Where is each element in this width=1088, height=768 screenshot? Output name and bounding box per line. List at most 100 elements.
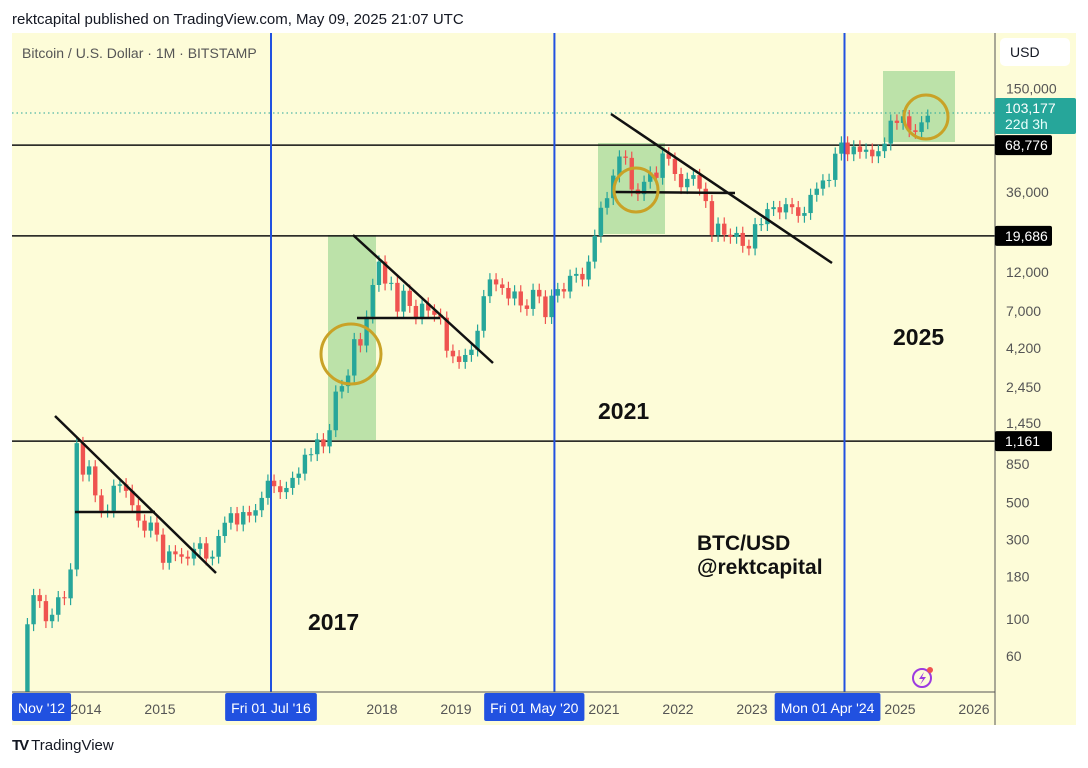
candle[interactable] [814, 182, 819, 202]
candle[interactable] [284, 481, 289, 499]
candle[interactable] [796, 200, 801, 223]
candle[interactable] [863, 143, 869, 159]
candle[interactable] [210, 550, 215, 566]
candle[interactable] [666, 147, 671, 166]
candle[interactable] [820, 174, 826, 196]
candle[interactable] [86, 460, 92, 482]
candle[interactable] [709, 194, 715, 242]
candle[interactable] [493, 273, 499, 292]
candle[interactable] [783, 197, 789, 220]
candle[interactable] [771, 200, 776, 216]
candle[interactable] [179, 548, 184, 564]
candle[interactable] [56, 590, 61, 622]
candle[interactable] [99, 489, 104, 518]
trendline-2022[interactable] [610, 112, 833, 265]
candle[interactable] [401, 284, 406, 319]
candle[interactable] [123, 478, 129, 498]
candle[interactable] [456, 350, 462, 369]
candle[interactable] [321, 433, 326, 454]
candle[interactable] [450, 344, 456, 364]
candle[interactable] [561, 282, 567, 299]
candle[interactable] [876, 144, 881, 164]
candle[interactable] [752, 217, 758, 256]
candle[interactable] [31, 588, 36, 632]
candle[interactable] [376, 255, 382, 292]
candle[interactable] [857, 140, 863, 159]
candle[interactable] [154, 516, 160, 542]
candle[interactable] [826, 173, 832, 188]
candle[interactable] [919, 116, 924, 139]
trendline-2018[interactable] [352, 234, 494, 364]
candle[interactable] [894, 114, 900, 130]
candle[interactable] [426, 297, 431, 318]
candle[interactable] [130, 484, 135, 513]
candle[interactable] [345, 369, 351, 393]
candle[interactable] [327, 423, 332, 454]
candle[interactable] [703, 182, 708, 208]
candle[interactable] [833, 147, 838, 187]
candle[interactable] [382, 255, 388, 291]
candle[interactable] [241, 505, 246, 532]
candle[interactable] [598, 201, 604, 243]
candle[interactable] [789, 197, 795, 215]
candle[interactable] [407, 284, 412, 313]
highlight-circle-2021[interactable] [612, 166, 660, 214]
candle[interactable] [253, 503, 258, 523]
candle[interactable] [777, 200, 782, 220]
candle[interactable] [49, 608, 55, 629]
candle[interactable] [469, 343, 474, 362]
currency-button[interactable]: USD [1000, 38, 1070, 66]
candle[interactable] [530, 283, 536, 316]
highlight-circle-2025[interactable] [902, 93, 950, 141]
candle[interactable] [234, 506, 240, 532]
trendline-2014[interactable] [54, 415, 217, 574]
candle[interactable] [715, 217, 721, 242]
candle[interactable] [62, 590, 67, 606]
candle[interactable] [167, 545, 172, 570]
candle[interactable] [308, 447, 314, 462]
candle[interactable] [265, 474, 271, 505]
candle[interactable] [160, 528, 166, 570]
candle[interactable] [302, 448, 308, 481]
candle[interactable] [604, 191, 610, 215]
candle[interactable] [204, 537, 209, 566]
candle[interactable] [728, 228, 733, 244]
candle[interactable] [259, 491, 264, 518]
candle[interactable] [524, 299, 530, 316]
candle[interactable] [185, 550, 190, 566]
tradingview-logo[interactable]: TV TradingView [12, 737, 114, 754]
candle[interactable] [580, 267, 585, 287]
candle[interactable] [506, 281, 511, 306]
candle[interactable] [808, 188, 813, 220]
candle[interactable] [395, 276, 400, 319]
candle[interactable] [765, 202, 770, 231]
candle[interactable] [845, 136, 850, 162]
candle[interactable] [74, 436, 79, 577]
candle[interactable] [487, 273, 493, 304]
candle[interactable] [740, 226, 745, 253]
candle[interactable] [93, 460, 98, 503]
candle[interactable] [315, 433, 320, 462]
candle[interactable] [592, 229, 597, 269]
candle[interactable] [463, 348, 468, 369]
candle[interactable] [555, 282, 560, 303]
candle[interactable] [746, 239, 752, 256]
candle[interactable] [148, 516, 153, 538]
candle[interactable] [691, 168, 696, 186]
candle[interactable] [358, 332, 363, 353]
candle[interactable] [888, 114, 893, 151]
chart-area[interactable] [12, 33, 1076, 725]
candle[interactable] [851, 140, 856, 162]
candle[interactable] [142, 514, 147, 538]
candle[interactable] [191, 542, 197, 566]
candle[interactable] [333, 385, 338, 438]
candle[interactable] [629, 151, 634, 197]
candle[interactable] [512, 285, 517, 306]
candle[interactable] [734, 226, 739, 244]
candle[interactable] [870, 143, 875, 164]
candle[interactable] [271, 474, 277, 494]
candle[interactable] [247, 505, 252, 523]
candle[interactable] [370, 278, 375, 324]
candle[interactable] [623, 150, 628, 165]
candle[interactable] [839, 136, 844, 161]
